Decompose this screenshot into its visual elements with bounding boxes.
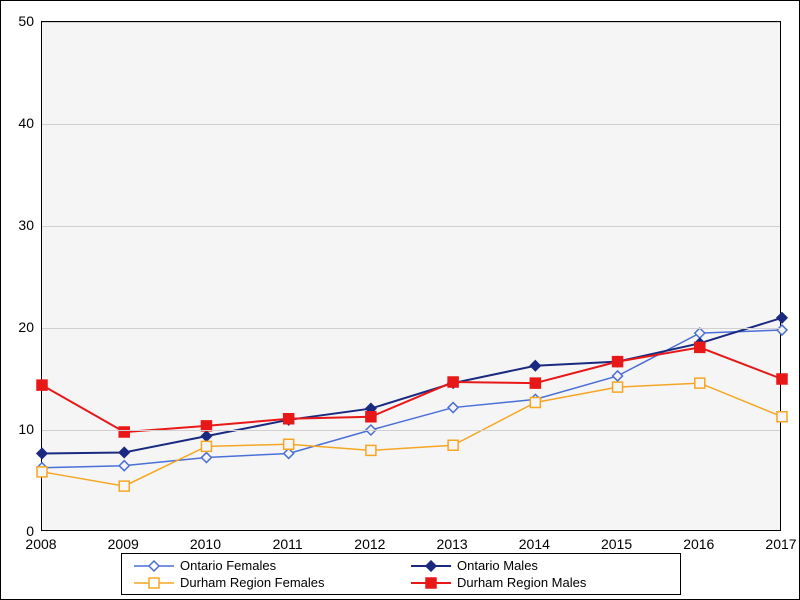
- series-marker: [119, 461, 129, 471]
- plot-area: [41, 21, 781, 531]
- series-marker: [695, 328, 705, 338]
- ytick-label: 50: [18, 13, 34, 29]
- series-marker: [613, 382, 623, 392]
- series-marker: [777, 325, 787, 335]
- ytick-label: 10: [18, 421, 34, 437]
- series-marker: [119, 427, 129, 437]
- series-marker: [777, 374, 787, 384]
- series-marker: [448, 403, 458, 413]
- xtick-label: 2017: [765, 536, 796, 552]
- legend-swatch: [411, 560, 451, 572]
- xtick-label: 2012: [354, 536, 385, 552]
- series-marker: [777, 313, 787, 323]
- chart-svg: [42, 22, 780, 530]
- xtick-label: 2010: [190, 536, 221, 552]
- series-marker: [530, 397, 540, 407]
- gridline: [42, 22, 780, 23]
- series-marker: [613, 371, 623, 381]
- legend-swatch: [134, 577, 174, 589]
- series-marker: [201, 431, 211, 441]
- series-marker: [37, 448, 47, 458]
- series-marker: [530, 378, 540, 388]
- series-marker: [366, 412, 376, 422]
- legend-label: Ontario Females: [180, 558, 276, 573]
- xtick-label: 2013: [437, 536, 468, 552]
- series-marker: [201, 453, 211, 463]
- xtick-label: 2014: [519, 536, 550, 552]
- series-marker: [613, 357, 623, 367]
- gridline: [42, 124, 780, 125]
- series-marker: [695, 342, 705, 352]
- chart-container: Ontario Females Ontario Males Durham Regio…: [0, 0, 800, 600]
- series-line: [42, 318, 782, 454]
- gridline: [42, 226, 780, 227]
- legend-label: Ontario Males: [457, 558, 538, 573]
- series-marker: [201, 441, 211, 451]
- xtick-label: 2009: [108, 536, 139, 552]
- xtick-label: 2011: [273, 536, 303, 552]
- series-marker: [119, 447, 129, 457]
- series-marker: [448, 377, 458, 387]
- legend-swatch: [411, 577, 451, 589]
- xtick-label: 2008: [25, 536, 56, 552]
- series-marker: [777, 412, 787, 422]
- legend-label: Durham Region Females: [180, 575, 325, 590]
- series-marker: [366, 445, 376, 455]
- gridline: [42, 430, 780, 431]
- series-marker: [37, 467, 47, 477]
- gridline: [42, 328, 780, 329]
- xtick-label: 2015: [601, 536, 632, 552]
- ytick-label: 20: [18, 319, 34, 335]
- xtick-label: 2016: [683, 536, 714, 552]
- legend: Ontario Females Ontario Males Durham Regio…: [121, 553, 681, 595]
- legend-item: Ontario Males: [411, 558, 668, 573]
- series-marker: [695, 378, 705, 388]
- series-marker: [284, 414, 294, 424]
- legend-item: Durham Region Males: [411, 575, 668, 590]
- ytick-label: 40: [18, 115, 34, 131]
- legend-label: Durham Region Males: [457, 575, 586, 590]
- legend-item: Ontario Females: [134, 558, 391, 573]
- series-marker: [284, 439, 294, 449]
- series-marker: [448, 440, 458, 450]
- series-marker: [119, 481, 129, 491]
- series-marker: [37, 380, 47, 390]
- legend-item: Durham Region Females: [134, 575, 391, 590]
- legend-swatch: [134, 560, 174, 572]
- series-marker: [530, 361, 540, 371]
- ytick-label: 30: [18, 217, 34, 233]
